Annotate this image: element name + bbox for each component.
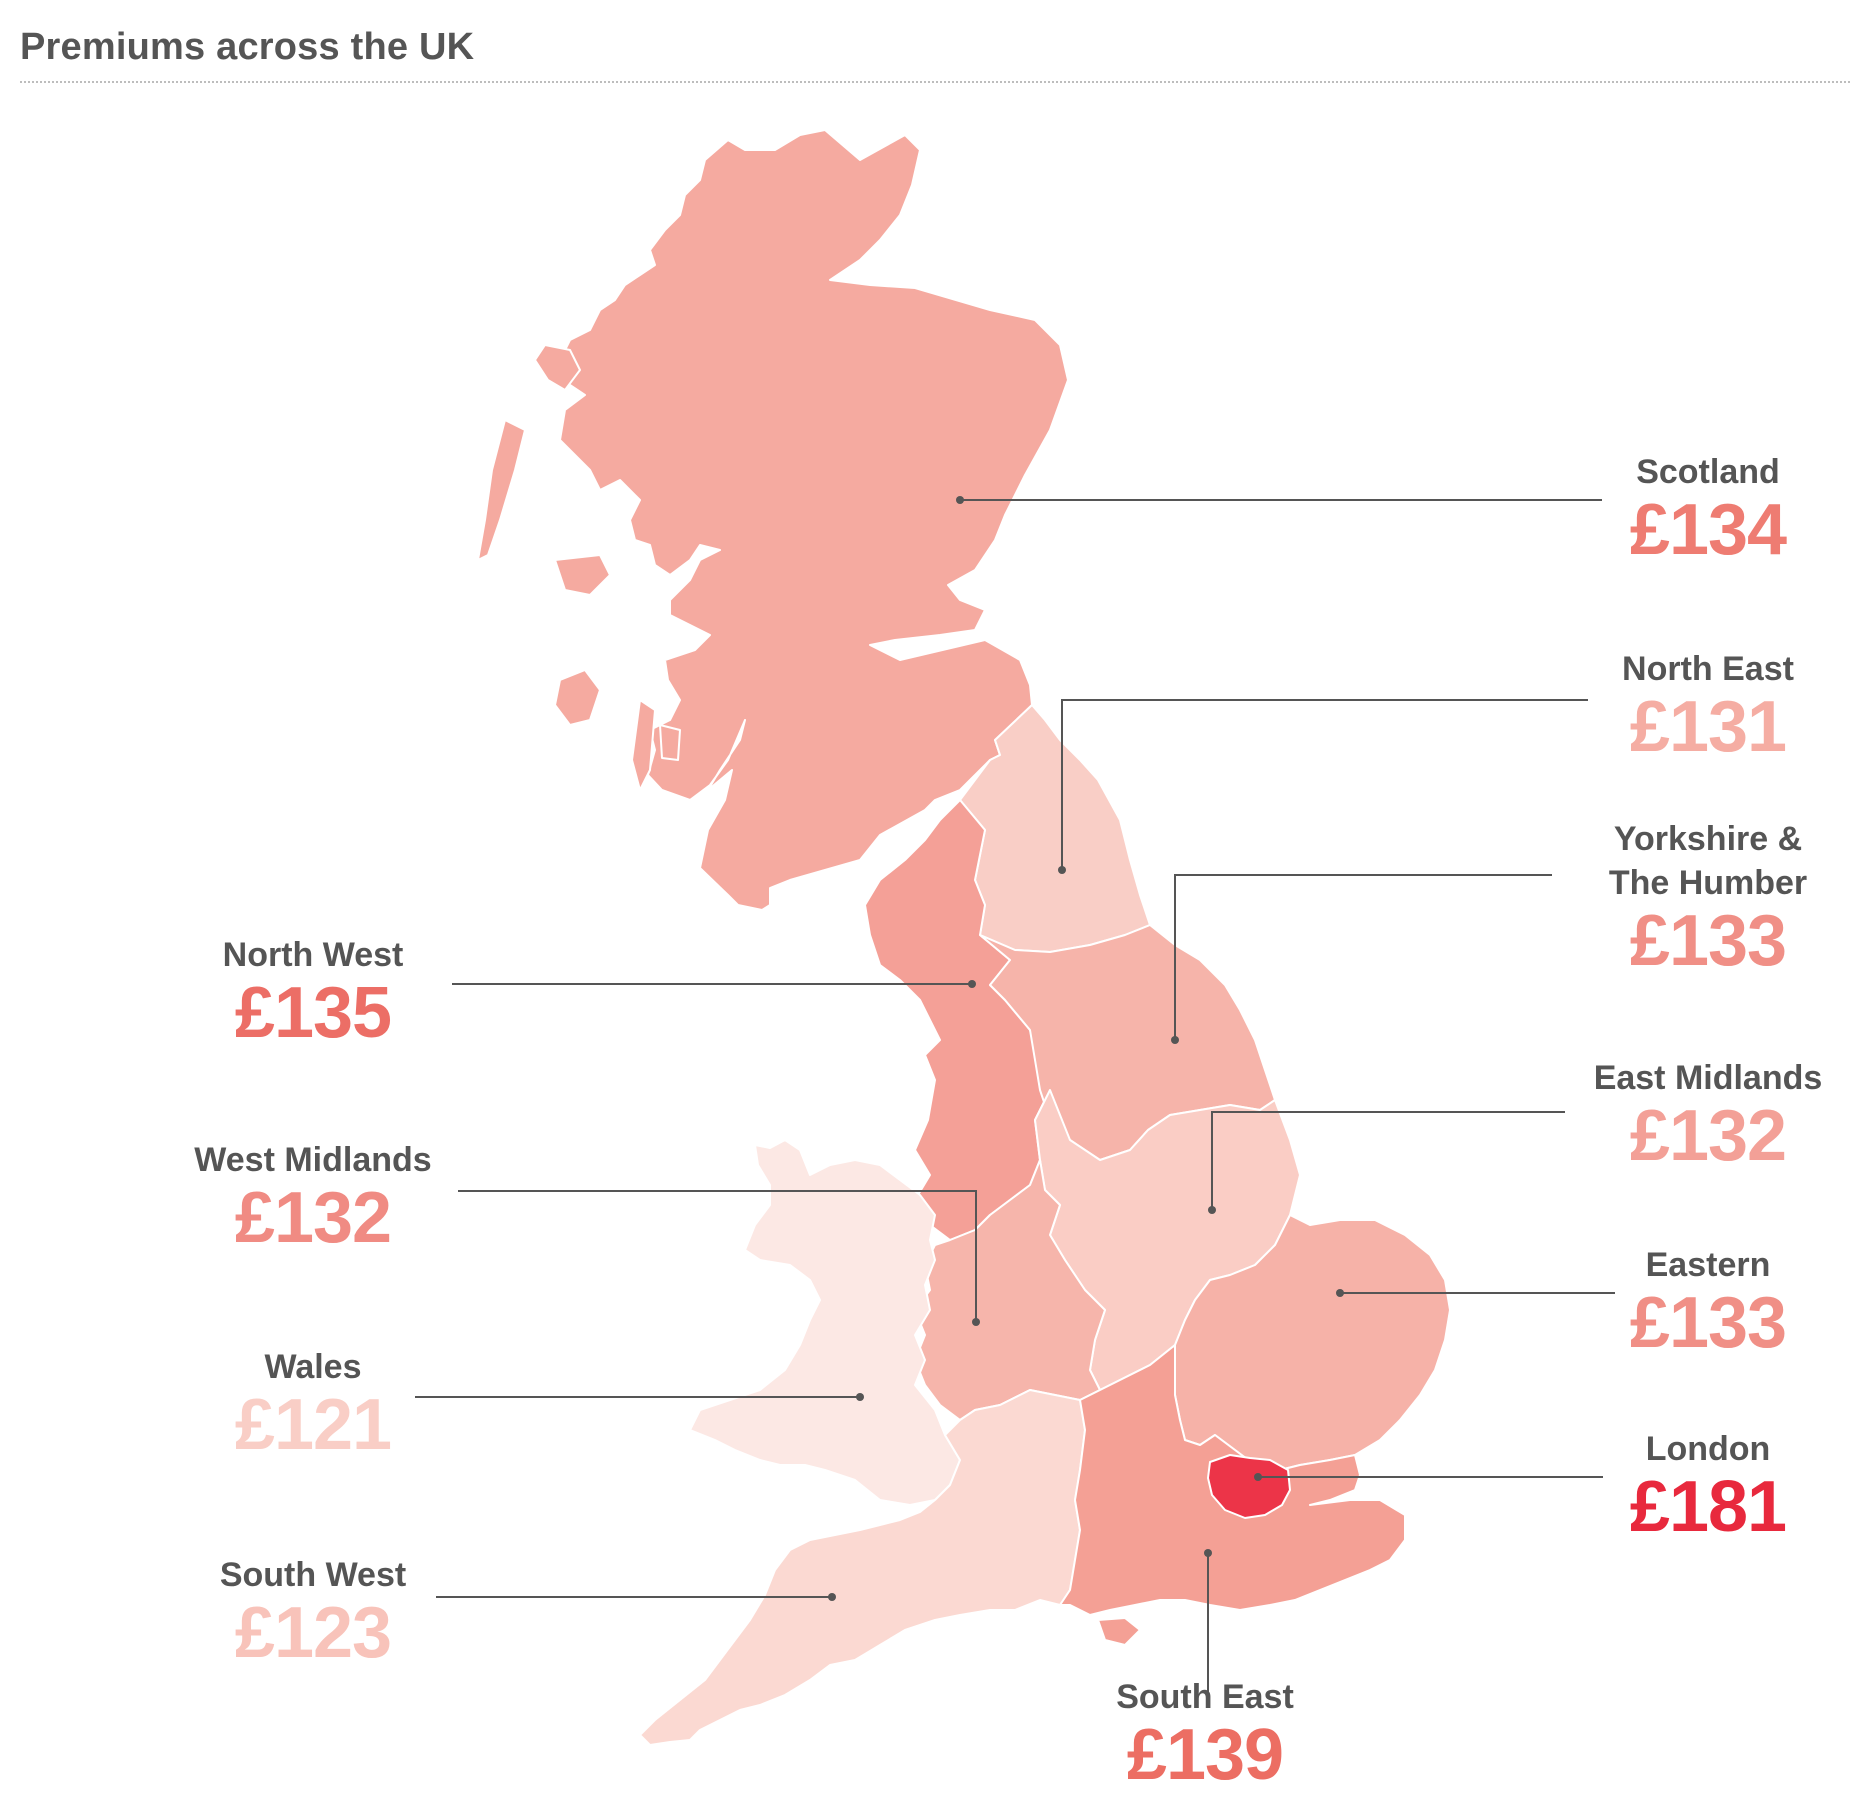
region-scotland-mull: [554, 554, 611, 596]
label-wales: Wales £121: [183, 1345, 443, 1461]
leader-dot-north-west: [968, 980, 976, 988]
label-west-midlands: West Midlands £132: [183, 1138, 443, 1254]
region-value-west-midlands: £132: [234, 1178, 392, 1258]
region-value-north-east: £131: [1629, 687, 1787, 767]
region-name-eastern: Eastern: [1645, 1246, 1771, 1284]
region-value-south-west: £123: [234, 1593, 392, 1673]
leader-dot-south-east: [1204, 1549, 1212, 1557]
leader-line-east-midlands: [1211, 1111, 1565, 1210]
region-name-north-east: North East: [1622, 650, 1794, 688]
region-wales[interactable]: [689, 1139, 961, 1506]
label-scotland: Scotland £134: [1578, 450, 1838, 566]
region-name-west-midlands: West Midlands: [194, 1141, 432, 1179]
label-north-west: North West £135: [183, 933, 443, 1049]
title-divider: [20, 81, 1850, 83]
region-name-east-midlands: East Midlands: [1593, 1059, 1823, 1097]
leader-dot-south-west: [828, 1593, 836, 1601]
leader-dot-eastern: [1336, 1289, 1344, 1297]
leader-line-west-midlands: [458, 1190, 977, 1322]
chart-title: Premiums across the UK: [20, 26, 475, 68]
label-south-west: South West £123: [183, 1553, 443, 1669]
region-value-eastern: £133: [1629, 1283, 1787, 1363]
region-value-scotland: £134: [1629, 490, 1787, 570]
region-name-south-west: South West: [219, 1556, 407, 1594]
region-name-wales: Wales: [264, 1348, 362, 1386]
label-east-midlands: East Midlands £132: [1578, 1056, 1838, 1172]
region-south-east-isle-of-wight: [1097, 1617, 1141, 1646]
region-value-yorkshire: £133: [1629, 901, 1787, 981]
region-scotland-islay: [554, 669, 601, 726]
region-value-north-west: £135: [234, 973, 392, 1053]
region-name-scotland: Scotland: [1636, 453, 1780, 491]
label-south-east: South East £139: [1075, 1675, 1335, 1791]
region-name-north-west: North West: [222, 936, 404, 974]
leader-lines: [415, 499, 1615, 1698]
leader-dot-scotland: [956, 496, 964, 504]
leader-dots: [828, 496, 1344, 1601]
region-value-south-east: £139: [1126, 1715, 1284, 1795]
leader-dot-wales: [856, 1393, 864, 1401]
leader-dot-east-midlands: [1208, 1206, 1216, 1214]
region-scotland-hebrides: [477, 419, 526, 561]
leader-dot-london: [1254, 1473, 1262, 1481]
label-london: London £181: [1578, 1427, 1838, 1543]
region-value-wales: £121: [234, 1385, 392, 1465]
label-yorkshire: Yorkshire & The Humber £133: [1578, 817, 1838, 977]
leader-dot-north-east: [1058, 866, 1066, 874]
region-name-south-east: South East: [1116, 1678, 1294, 1716]
leader-line-north-east: [1061, 699, 1588, 870]
region-scotland-skye: [534, 344, 581, 391]
region-value-london: £181: [1629, 1467, 1787, 1547]
leader-dot-west-midlands: [972, 1318, 980, 1326]
label-eastern: Eastern £133: [1578, 1243, 1838, 1359]
leader-line-yorkshire: [1174, 874, 1552, 1040]
label-north-east: North East £131: [1578, 647, 1838, 763]
region-london[interactable]: [1207, 1454, 1291, 1519]
region-name-yorkshire: Yorkshire & The Humber: [1608, 820, 1808, 902]
region-value-east-midlands: £132: [1629, 1096, 1787, 1176]
region-scotland-arran: [659, 724, 681, 761]
region-scotland[interactable]: [559, 129, 1069, 911]
region-scotland-kintyre: [631, 699, 656, 791]
region-name-london: London: [1645, 1430, 1771, 1468]
leader-dot-yorkshire: [1171, 1036, 1179, 1044]
